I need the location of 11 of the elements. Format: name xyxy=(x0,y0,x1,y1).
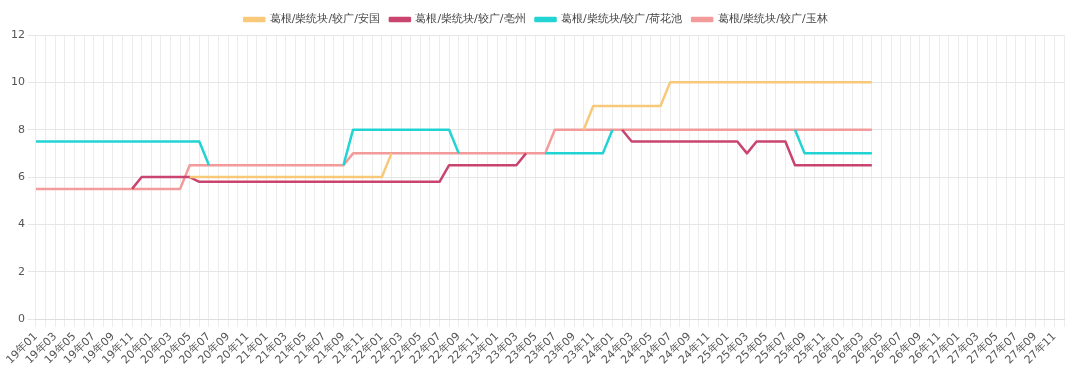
y-tick-label: 6 xyxy=(18,169,25,183)
legend-label: 葛根/柴统块/较广/亳州 xyxy=(415,12,526,26)
legend-label: 葛根/柴统块/较广/荷花池 xyxy=(561,12,683,26)
y-tick-label: 2 xyxy=(18,264,25,278)
legend-label: 葛根/柴统块/较广/安国 xyxy=(269,12,380,26)
y-tick-label: 12 xyxy=(11,27,25,41)
y-tick-label: 0 xyxy=(18,311,25,325)
y-tick-label: 4 xyxy=(18,217,25,231)
y-tick-label: 8 xyxy=(18,122,25,136)
legend-label: 葛根/柴统块/较广/玉林 xyxy=(717,12,828,26)
y-tick-label: 10 xyxy=(11,75,25,89)
